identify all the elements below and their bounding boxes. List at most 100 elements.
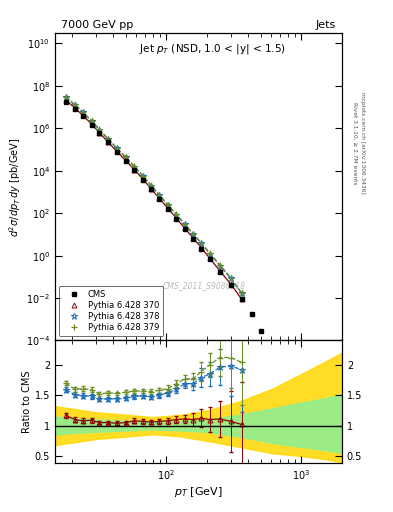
Pythia 6.428 378 <box>72 102 77 108</box>
Pythia 6.428 370 <box>106 139 110 145</box>
Pythia 6.428 370 <box>72 104 77 111</box>
Pythia 6.428 378 <box>182 221 187 227</box>
Pythia 6.428 370 <box>239 296 244 302</box>
Pythia 6.428 379 <box>174 211 179 218</box>
Pythia 6.428 378 <box>132 164 137 170</box>
CMS <box>97 130 102 136</box>
Pythia 6.428 378 <box>174 212 179 218</box>
Pythia 6.428 379 <box>140 173 145 179</box>
Pythia 6.428 379 <box>208 250 212 256</box>
CMS <box>157 196 162 202</box>
Pythia 6.428 379 <box>218 262 222 268</box>
Pythia 6.428 370 <box>89 121 94 127</box>
CMS <box>149 186 153 192</box>
Pythia 6.428 370 <box>157 196 162 202</box>
CMS <box>250 311 254 317</box>
CMS <box>106 139 110 145</box>
Text: Jets: Jets <box>316 20 336 30</box>
Line: CMS: CMS <box>63 99 327 474</box>
Pythia 6.428 379 <box>182 221 187 227</box>
CMS <box>191 236 195 242</box>
Pythia 6.428 370 <box>97 130 102 136</box>
CMS <box>123 158 128 164</box>
CMS <box>208 256 212 262</box>
Pythia 6.428 370 <box>149 185 153 191</box>
Pythia 6.428 370 <box>140 176 145 182</box>
CMS <box>305 407 309 413</box>
Pythia 6.428 379 <box>191 230 195 237</box>
Pythia 6.428 379 <box>89 118 94 124</box>
CMS <box>270 346 275 352</box>
CMS <box>259 328 264 334</box>
Pythia 6.428 379 <box>165 202 170 208</box>
Pythia 6.428 370 <box>228 281 233 287</box>
Pythia 6.428 379 <box>157 192 162 198</box>
CMS <box>174 216 179 222</box>
Pythia 6.428 379 <box>106 136 110 142</box>
Line: Pythia 6.428 379: Pythia 6.428 379 <box>62 94 245 296</box>
Line: Pythia 6.428 378: Pythia 6.428 378 <box>62 94 245 296</box>
CMS <box>228 282 233 288</box>
Text: Jet $p_T$ (NSD, 1.0 < |y| < 1.5): Jet $p_T$ (NSD, 1.0 < |y| < 1.5) <box>140 42 286 56</box>
Pythia 6.428 379 <box>63 94 68 100</box>
CMS <box>282 366 287 372</box>
Pythia 6.428 370 <box>80 112 85 118</box>
CMS <box>80 113 85 119</box>
Pythia 6.428 378 <box>157 193 162 199</box>
Y-axis label: $d^2\sigma/dp_T\,dy$ [pb/GeV]: $d^2\sigma/dp_T\,dy$ [pb/GeV] <box>7 137 23 237</box>
Pythia 6.428 370 <box>123 157 128 163</box>
Pythia 6.428 379 <box>80 109 85 115</box>
Pythia 6.428 378 <box>123 155 128 161</box>
Pythia 6.428 378 <box>239 290 244 296</box>
Pythia 6.428 370 <box>218 268 222 274</box>
CMS <box>314 426 319 433</box>
Pythia 6.428 370 <box>114 148 119 155</box>
Pythia 6.428 379 <box>239 290 244 296</box>
Pythia 6.428 379 <box>123 154 128 160</box>
Pythia 6.428 379 <box>228 274 233 281</box>
Pythia 6.428 378 <box>106 136 110 142</box>
Text: 7000 GeV pp: 7000 GeV pp <box>61 20 133 30</box>
Pythia 6.428 370 <box>199 245 204 251</box>
Legend: CMS, Pythia 6.428 370, Pythia 6.428 378, Pythia 6.428 379: CMS, Pythia 6.428 370, Pythia 6.428 378,… <box>59 286 163 336</box>
Pythia 6.428 370 <box>191 235 195 241</box>
CMS <box>114 148 119 155</box>
CMS <box>218 269 222 275</box>
Pythia 6.428 378 <box>80 109 85 115</box>
X-axis label: $p_T$ [GeV]: $p_T$ [GeV] <box>174 485 223 499</box>
Text: mcplots.cern.ch [arXiv:1306.3436]: mcplots.cern.ch [arXiv:1306.3436] <box>360 93 365 194</box>
CMS <box>182 226 187 232</box>
Pythia 6.428 370 <box>174 215 179 221</box>
CMS <box>239 296 244 303</box>
Pythia 6.428 378 <box>228 275 233 282</box>
CMS <box>199 246 204 252</box>
Pythia 6.428 378 <box>97 127 102 133</box>
Pythia 6.428 379 <box>97 126 102 133</box>
Pythia 6.428 378 <box>191 231 195 237</box>
Pythia 6.428 379 <box>132 163 137 169</box>
CMS <box>323 468 327 474</box>
Pythia 6.428 370 <box>182 225 187 231</box>
Pythia 6.428 379 <box>114 145 119 151</box>
Pythia 6.428 378 <box>149 183 153 189</box>
Pythia 6.428 378 <box>63 94 68 100</box>
Pythia 6.428 370 <box>63 97 68 103</box>
CMS <box>293 385 298 391</box>
Text: CMS_2011_S9086218: CMS_2011_S9086218 <box>163 281 246 290</box>
Y-axis label: Ratio to CMS: Ratio to CMS <box>22 371 32 433</box>
Pythia 6.428 370 <box>208 255 212 262</box>
Pythia 6.428 370 <box>165 205 170 211</box>
Pythia 6.428 378 <box>140 173 145 179</box>
Pythia 6.428 378 <box>165 202 170 208</box>
Pythia 6.428 378 <box>89 118 94 124</box>
Pythia 6.428 379 <box>199 240 204 246</box>
Text: Rivet 3.1.10, ≥ 2.7M events: Rivet 3.1.10, ≥ 2.7M events <box>352 102 357 185</box>
CMS <box>63 99 68 105</box>
CMS <box>72 105 77 112</box>
Pythia 6.428 378 <box>199 240 204 246</box>
Pythia 6.428 378 <box>114 145 119 152</box>
Pythia 6.428 378 <box>218 263 222 269</box>
Pythia 6.428 378 <box>208 250 212 257</box>
Pythia 6.428 370 <box>132 166 137 173</box>
Pythia 6.428 379 <box>149 182 153 188</box>
